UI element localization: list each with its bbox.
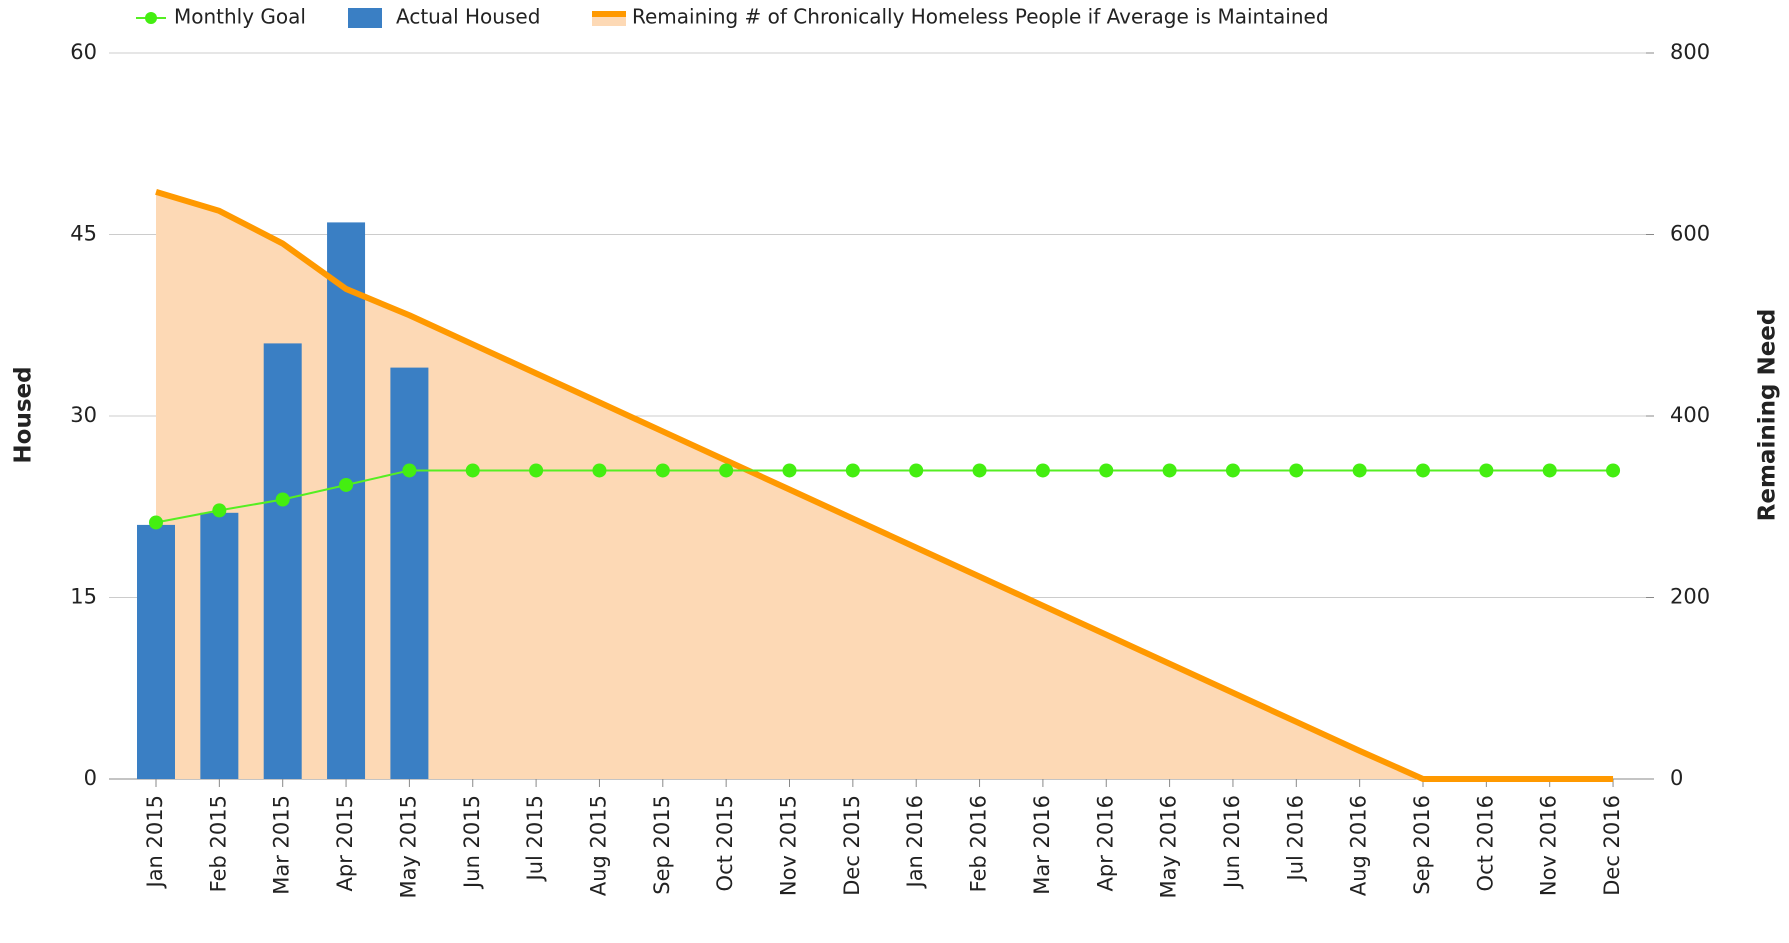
goal-marker — [592, 463, 607, 478]
goal-marker — [1416, 463, 1430, 478]
y-tick-label: 30 — [70, 403, 97, 427]
x-tick-label: Jul 2016 — [1283, 795, 1307, 882]
goal-marker — [972, 463, 987, 478]
y-tick-label: 15 — [70, 585, 97, 609]
legend: Monthly Goal Actual Housed Remaining # o… — [136, 5, 1329, 29]
area-fill — [156, 191, 1614, 779]
x-tick-label: May 2016 — [1157, 795, 1181, 899]
x-tick-label: Feb 2016 — [967, 795, 991, 892]
bar — [263, 343, 302, 779]
x-tick-label: Sep 2016 — [1410, 795, 1434, 895]
x-tick-label: Dec 2015 — [840, 795, 864, 896]
x-tick-label: Aug 2015 — [586, 795, 610, 896]
x-tick-label: Jul 2015 — [523, 795, 547, 882]
goal-marker — [275, 492, 290, 507]
x-tick-label: Jan 2015 — [143, 795, 167, 890]
x-tick-label: Dec 2016 — [1600, 795, 1624, 896]
goal-marker — [1479, 463, 1494, 478]
bar — [137, 524, 175, 779]
x-tick-label: May 2015 — [396, 795, 420, 899]
y-axis-title: Housed — [11, 366, 37, 463]
goal-marker — [1225, 463, 1240, 478]
y2-tick-label: 400 — [1670, 403, 1710, 427]
x-tick-label: Nov 2016 — [1537, 795, 1561, 896]
goal-marker — [529, 463, 544, 478]
x-tick-label: Oct 2015 — [713, 795, 737, 891]
goal-marker — [1352, 463, 1367, 478]
goal-line — [155, 469, 1614, 524]
y2-tick-label: 600 — [1670, 222, 1710, 246]
legend-swatch — [348, 8, 382, 28]
x-tick-label: Apr 2015 — [333, 795, 357, 891]
goal-marker — [845, 463, 860, 478]
legend-label: Monthly Goal — [174, 5, 306, 29]
legend-marker — [145, 12, 157, 24]
y2-tick-label: 800 — [1670, 40, 1710, 64]
x-tick-label: Nov 2015 — [777, 795, 801, 896]
goal-marker — [655, 463, 670, 478]
x-tick-label: Mar 2015 — [270, 795, 294, 895]
y-tick-label: 45 — [70, 222, 97, 246]
x-tick-label: Apr 2016 — [1093, 795, 1117, 891]
goal-marker — [149, 515, 163, 530]
x-tick-label: Oct 2016 — [1473, 795, 1497, 891]
goal-marker — [402, 463, 417, 478]
goal-marker — [465, 463, 480, 478]
y2-tick-label: 0 — [1670, 766, 1683, 790]
bar — [200, 512, 239, 779]
area-line — [155, 188, 1614, 782]
x-tick-label: Jun 2016 — [1220, 795, 1244, 890]
x-tick-label: Sep 2015 — [650, 795, 674, 895]
y2-axis-title: Remaining Need — [1755, 309, 1781, 522]
y-tick-label: 0 — [84, 766, 97, 790]
legend-label: Actual Housed — [396, 5, 540, 29]
goal-marker — [339, 477, 354, 492]
goal-marker — [1606, 463, 1621, 478]
legend-label: Remaining # of Chronically Homeless Peop… — [632, 5, 1329, 29]
goal-marker — [1035, 463, 1050, 478]
y-tick-label: 60 — [70, 40, 97, 64]
goal-marker — [1162, 463, 1177, 478]
goal-marker — [782, 463, 797, 478]
x-tick-label: Aug 2016 — [1347, 795, 1371, 896]
y2-tick-label: 200 — [1670, 585, 1710, 609]
bar — [390, 367, 429, 779]
x-tick-label: Mar 2016 — [1030, 795, 1054, 895]
x-tick-label: Jun 2015 — [460, 795, 484, 890]
x-tick-label: Feb 2015 — [206, 795, 230, 892]
bar — [327, 222, 366, 779]
goal-marker — [909, 463, 924, 478]
goal-marker — [1542, 463, 1557, 478]
goal-marker — [1099, 463, 1114, 478]
goal-marker — [212, 503, 227, 518]
x-tick-label: Jan 2016 — [903, 795, 927, 890]
goal-marker — [719, 463, 734, 478]
goal-marker — [1289, 463, 1304, 478]
